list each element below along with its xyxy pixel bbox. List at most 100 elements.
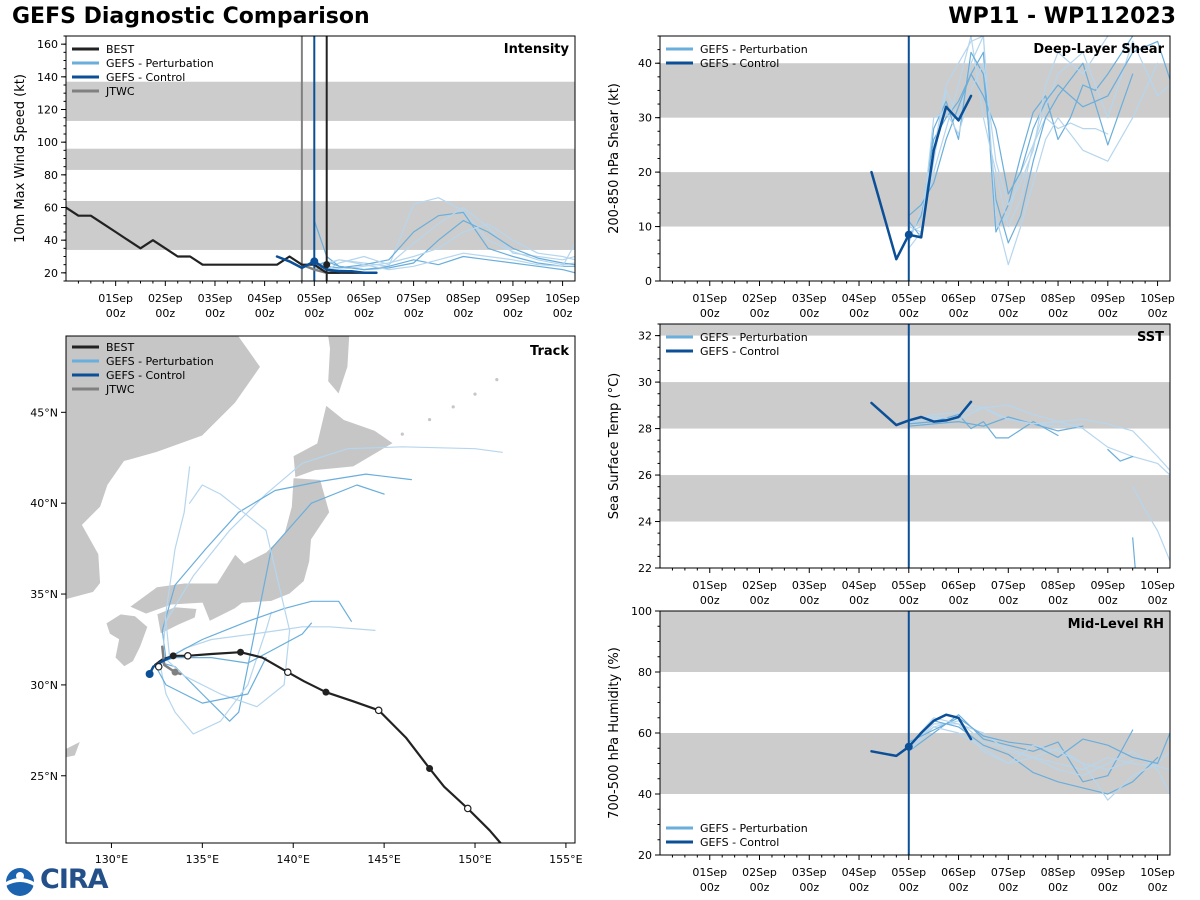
intensity-xtick-label: 00z [404, 307, 424, 320]
intensity-best-marker [323, 261, 331, 269]
land-kuril-0 [400, 432, 404, 436]
shear-ytick-label: 20 [638, 166, 652, 179]
rh-perturbation-line-0 [908, 720, 1170, 771]
land-kuril-2 [451, 405, 455, 409]
sst-legend-label: GEFS - Control [700, 345, 779, 358]
sst-legend-label: GEFS - Perturbation [700, 331, 808, 344]
sst-xtick-label: 00z [750, 594, 770, 607]
track-legend-label: BEST [106, 341, 134, 354]
intensity-ytick-label: 40 [44, 234, 58, 247]
rh-ytick-label: 80 [638, 666, 652, 679]
sst-xtick-label: 09Sep [1090, 579, 1125, 592]
shear-band-1 [660, 63, 1170, 118]
rh-title: Mid-Level RH [1068, 617, 1164, 632]
track-frame [65, 335, 576, 844]
sst-xtick-label: 00z [799, 594, 819, 607]
sst-xtick-label: 01Sep [692, 579, 727, 592]
shear-chart: 0 10 20 30 40 01Sep 00z 02Sep 00z 03Sep 00z 04Sep 00… [607, 35, 1175, 320]
rh-xtick-label: 00z [949, 881, 969, 894]
shear-xtick-label: 04Sep [842, 292, 877, 305]
rh-xtick-label: 06Sep [941, 866, 976, 879]
rh-ylabel: 700-500 hPa Humidity (%) [607, 647, 622, 819]
intensity-best-line [66, 206, 366, 274]
shear-xtick-label: 00z [1148, 307, 1168, 320]
intensity-control-marker [310, 257, 319, 266]
rh-xtick-label: 00z [1098, 881, 1118, 894]
land-honshu [128, 477, 331, 622]
track-best-marker-filled [237, 648, 245, 656]
track-ytick-label: 25°N [30, 770, 58, 783]
land-jeju [42, 621, 55, 627]
track-control-marker [145, 670, 154, 678]
sst-xtick-label: 00z [949, 594, 969, 607]
track-best-marker-hollow [283, 668, 292, 676]
intensity-xtick-label: 00z [354, 307, 374, 320]
track-legend-label: GEFS - Control [106, 369, 185, 382]
shear-xtick-label: 01Sep [692, 292, 727, 305]
sst-xtick-label: 04Sep [842, 579, 877, 592]
intensity-xtick-label: 01Sep [98, 292, 133, 305]
rh-xtick-label: 00z [799, 881, 819, 894]
rh-legend-label: GEFS - Control [700, 836, 779, 849]
intensity-chart: 20 40 60 80 100 120 140 160 01Sep 00z 02Sep 00z 03Se… [13, 35, 580, 320]
shear-xtick-label: 00z [799, 307, 819, 320]
shear-ytick-label: 40 [638, 57, 652, 70]
intensity-xtick-label: 02Sep [148, 292, 183, 305]
track-legend-label: GEFS - Perturbation [106, 355, 214, 368]
shear-control-marker [904, 230, 913, 239]
sst-perturbation-line-4 [908, 407, 1170, 476]
shear-xtick-label: 00z [849, 307, 869, 320]
track-plot-area [42, 336, 575, 843]
sst-chart: 22 24 26 28 30 32 01Sep 00z 02Sep 00z 03Sep 00z 04Se… [607, 323, 1175, 607]
track-xtick-label: 135°E [186, 853, 219, 866]
intensity-xtick-label: 08Sep [446, 292, 481, 305]
rh-control-marker [904, 742, 913, 751]
shear-legend-label: GEFS - Perturbation [700, 43, 808, 56]
intensity-ytick-label: 80 [44, 169, 58, 182]
intensity-xtick-label: 00z [155, 307, 175, 320]
land-kuril-3 [473, 392, 477, 396]
rh-perturbation-line-4 [908, 726, 1170, 801]
track-perturbation-line-1 [161, 473, 412, 661]
shear-perturbation-line-2 [908, 36, 1170, 233]
track-best-marker-hollow [463, 804, 472, 813]
intensity-xtick-label: 05Sep [297, 292, 332, 305]
sst-xtick-label: 02Sep [742, 579, 777, 592]
sst-ytick-label: 32 [638, 330, 652, 343]
track-best-marker-filled [426, 764, 434, 772]
intensity-band-1 [66, 148, 575, 170]
shear-xtick-label: 08Sep [1041, 292, 1076, 305]
rh-xtick-label: 00z [899, 881, 919, 894]
land-hokkaido [292, 404, 394, 479]
sst-frame [659, 323, 1171, 569]
rh-perturbation-line-3 [908, 720, 1159, 795]
track-ytick-label: 40°N [30, 497, 58, 510]
shear-xtick-label: 07Sep [991, 292, 1026, 305]
sst-xtick-label: 07Sep [991, 579, 1026, 592]
shear-xtick-label: 00z [899, 307, 919, 320]
rh-xtick-label: 00z [750, 881, 770, 894]
rh-ytick-label: 60 [638, 727, 652, 740]
sst-ytick-label: 28 [638, 423, 652, 436]
track-perturbation-line-9 [156, 656, 267, 704]
sst-ytick-label: 26 [638, 469, 652, 482]
rh-xtick-label: 05Sep [891, 866, 926, 879]
sst-perturbation-line-6 [1132, 486, 1170, 562]
rh-xtick-label: 00z [700, 881, 720, 894]
shear-legend-label: GEFS - Control [700, 57, 779, 70]
sst-ylabel: Sea Surface Temp (°C) [607, 373, 622, 520]
track-best-marker-filled [322, 688, 330, 696]
track-ytick-label: 35°N [30, 588, 58, 601]
sst-xtick-label: 05Sep [891, 579, 926, 592]
sst-xtick-label: 00z [899, 594, 919, 607]
rh-ytick-label: 100 [631, 605, 652, 618]
track-best-marker-filled [169, 652, 177, 660]
shear-xtick-label: 00z [1098, 307, 1118, 320]
intensity-xtick-label: 00z [255, 307, 275, 320]
shear-xtick-label: 05Sep [891, 292, 926, 305]
shear-xtick-label: 09Sep [1090, 292, 1125, 305]
intensity-xtick-label: 00z [553, 307, 573, 320]
shear-xtick-label: 02Sep [742, 292, 777, 305]
rh-ytick-label: 40 [638, 788, 652, 801]
